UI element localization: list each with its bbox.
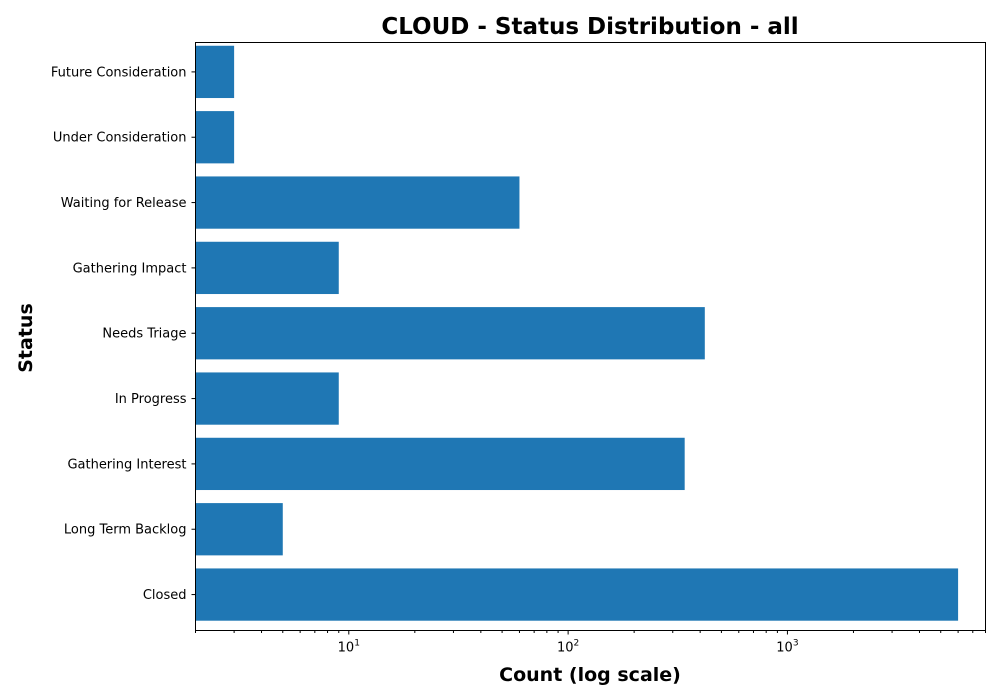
x-tick-base: 10 (338, 641, 355, 656)
bar-gathering-impact (195, 241, 339, 295)
x-tick-exponent: 1 (354, 639, 360, 649)
bar-closed (195, 568, 959, 621)
bar-needs-triage (195, 307, 705, 360)
y-tick-label: Gathering Interest (67, 457, 186, 472)
y-ticks-layer: Future Consideration Under Consideration W… (51, 65, 196, 603)
bars-layer (195, 45, 959, 621)
x-tick-base: 10 (776, 641, 793, 656)
x-ticks-layer: 101 102 103 (195, 630, 986, 656)
y-tick-label: Under Consideration (53, 131, 187, 146)
chart-title: CLOUD - Status Distribution - all (381, 14, 798, 40)
y-axis-label: Status (15, 303, 37, 373)
bar-future-consideration (195, 45, 235, 99)
x-axis-label: Count (log scale) (499, 664, 681, 686)
bar-under-consideration (195, 111, 235, 164)
x-tick-label: 103 (776, 639, 798, 656)
bar-gathering-interest (195, 437, 685, 491)
bar-waiting-for-release (195, 176, 520, 229)
y-tick-label: Gathering Impact (73, 261, 187, 276)
y-tick-label: Waiting for Release (61, 196, 187, 211)
x-tick-exponent: 3 (793, 639, 799, 649)
y-tick-label: Needs Triage (102, 327, 186, 342)
x-tick-exponent: 2 (574, 639, 580, 649)
y-tick-label: Closed (143, 588, 187, 603)
bar-in-progress (195, 372, 339, 425)
x-tick-label: 102 (557, 639, 579, 656)
y-tick-label: In Progress (115, 392, 187, 407)
x-tick-base: 10 (557, 641, 574, 656)
bar-long-term-backlog (195, 503, 283, 556)
y-tick-label: Long Term Backlog (64, 523, 187, 538)
x-tick-label: 101 (338, 639, 360, 656)
plot-frame (195, 42, 986, 631)
y-tick-label: Future Consideration (51, 65, 187, 80)
